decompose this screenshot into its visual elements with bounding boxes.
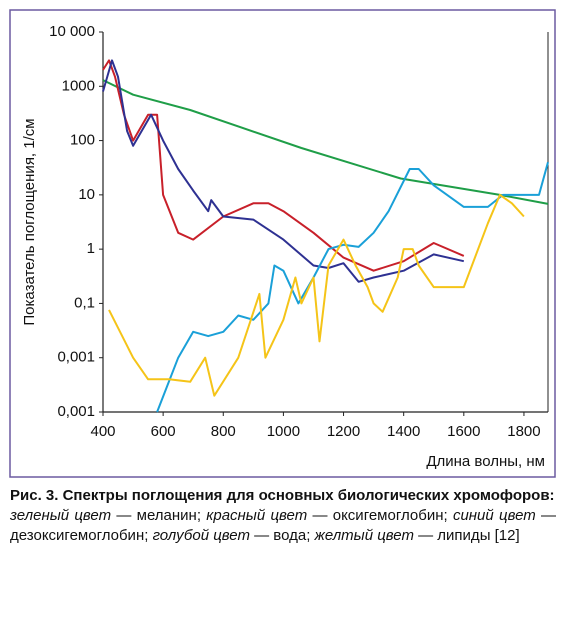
x-tick-label: 1800 <box>507 423 540 440</box>
y-tick-label: 0,001 <box>57 403 95 420</box>
y-tick-label: 100 <box>70 132 95 149</box>
y-tick-label: 1 <box>87 240 95 257</box>
caption-title: Рис. 3. Спектры поглощения для основных … <box>10 487 555 504</box>
x-tick-label: 1200 <box>327 423 360 440</box>
y-tick-label: 10 <box>78 186 95 203</box>
caption-part: — вода; <box>249 527 315 544</box>
x-tick-label: 1000 <box>267 423 300 440</box>
chart: Длина волны, нм Показатель поглощения, 1… <box>9 9 556 478</box>
x-axis-label: Длина волны, нм <box>426 453 545 470</box>
y-tick-label: 10 000 <box>49 23 95 40</box>
caption-part: голубой цвет <box>152 527 250 544</box>
x-tick-label: 800 <box>211 423 236 440</box>
y-tick-label: 0,1 <box>74 294 95 311</box>
frame <box>9 9 556 478</box>
caption-part: красный цвет <box>206 507 308 524</box>
caption-part: желтый цвет <box>314 527 414 544</box>
caption-part: зеленый цвет <box>10 507 112 524</box>
series-line <box>102 59 465 283</box>
caption-part: — дезоксигемоглобин; <box>10 507 557 544</box>
caption-part: — оксигемоглобин; <box>307 507 453 524</box>
caption-body: зеленый цвет — меланин; красный цвет — о… <box>10 507 556 544</box>
y-axis-label: Показатель поглощения, 1/см <box>21 118 38 325</box>
caption-part: — липиды [12] <box>413 527 520 544</box>
y-tick-label: 1000 <box>62 77 95 94</box>
y-tick-label: 0,001 <box>57 349 95 366</box>
caption-part: — меланин; <box>111 507 207 524</box>
x-tick-label: 1400 <box>387 423 420 440</box>
caption: Рис. 3. Спектры поглощения для основных … <box>10 486 556 546</box>
series-line <box>156 161 549 413</box>
series-line <box>102 79 549 205</box>
x-tick-label: 400 <box>90 423 115 440</box>
caption-part: синий цвет <box>452 507 536 524</box>
x-tick-label: 1600 <box>447 423 480 440</box>
series-line <box>108 193 525 397</box>
x-tick-label: 600 <box>151 423 176 440</box>
